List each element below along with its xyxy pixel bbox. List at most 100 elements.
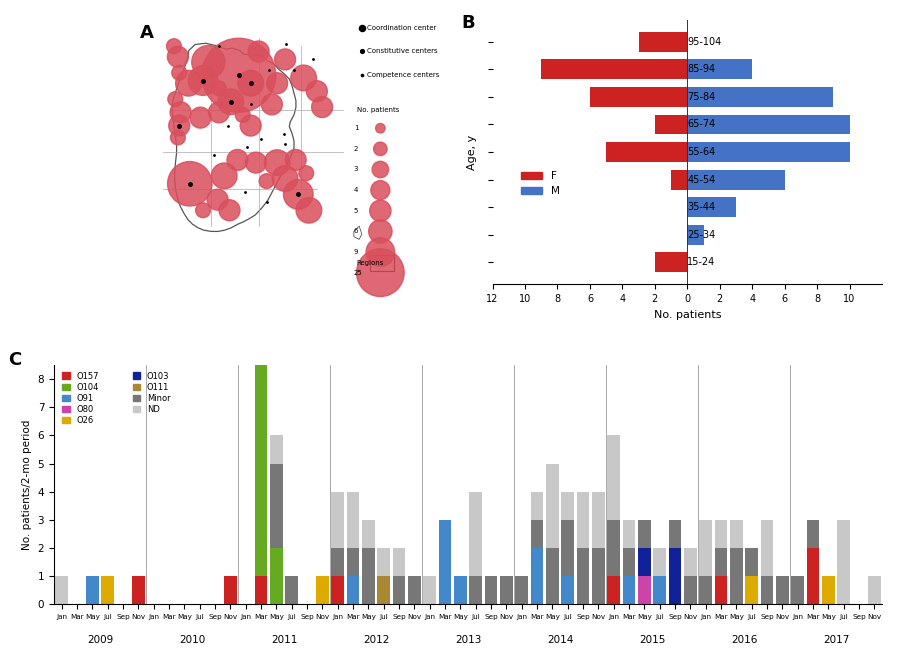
Bar [688,142,850,162]
Circle shape [246,152,266,173]
Bar [392,576,405,604]
Circle shape [285,150,306,170]
Circle shape [274,49,295,70]
Bar [623,548,635,576]
Text: 9: 9 [354,249,358,255]
Legend: O103, O111, Minor, ND: O103, O111, Minor, ND [132,372,170,414]
Bar [331,548,344,576]
Text: 45-54: 45-54 [688,175,716,185]
Circle shape [172,65,186,80]
Bar [270,548,283,604]
Bar [806,520,819,548]
Bar [362,520,374,548]
Bar [688,225,704,244]
Bar [408,576,420,604]
Circle shape [170,130,185,145]
Text: 25: 25 [354,270,363,276]
Text: 2011: 2011 [271,635,297,645]
Bar [776,576,788,604]
Circle shape [218,89,244,114]
Circle shape [259,173,274,189]
Bar [684,576,697,604]
Circle shape [272,166,298,191]
Bar [607,142,688,162]
Bar [102,576,114,604]
Circle shape [311,97,333,118]
X-axis label: No. patients: No. patients [653,309,721,319]
Bar [655,114,688,135]
Text: 55-64: 55-64 [688,147,716,157]
Bar [608,520,620,576]
Circle shape [190,107,211,128]
Bar [270,436,283,464]
Circle shape [170,102,191,123]
Circle shape [296,197,321,223]
Text: 2012: 2012 [363,635,389,645]
Bar [255,238,267,351]
Circle shape [192,45,225,79]
Circle shape [167,46,188,67]
Bar [653,576,666,604]
Bar [86,576,99,604]
Bar [715,520,727,548]
Bar [592,491,605,548]
Text: 4: 4 [354,187,358,193]
Bar [541,59,688,79]
Bar [362,548,374,604]
Bar [745,548,758,576]
Circle shape [372,161,389,178]
Bar [132,576,145,604]
Legend: F, M: F, M [518,167,563,200]
Circle shape [166,39,181,54]
Bar [270,464,283,548]
Bar [638,548,651,576]
Bar [638,520,651,548]
Bar [730,548,742,604]
Polygon shape [172,43,296,231]
Bar [688,197,736,217]
Bar [608,576,620,604]
Text: 2015: 2015 [639,635,665,645]
Bar [562,520,574,576]
Bar [285,576,298,604]
Y-axis label: Age, y: Age, y [467,135,477,170]
Circle shape [266,73,288,94]
Text: 2013: 2013 [454,635,482,645]
Circle shape [240,115,261,136]
Bar [470,576,482,604]
Bar [423,576,436,604]
Text: 65-74: 65-74 [688,120,716,129]
Bar [377,576,390,604]
Bar [745,576,758,604]
Circle shape [167,162,212,206]
Bar [592,548,605,604]
Circle shape [375,124,385,133]
Circle shape [306,81,328,102]
Bar [653,548,666,576]
Bar [346,576,359,604]
Bar [577,491,590,548]
Bar [791,576,804,604]
Bar [224,576,237,604]
Bar [655,252,688,272]
Bar [699,576,712,604]
Circle shape [227,150,248,170]
Text: 6: 6 [354,229,358,235]
Bar [377,548,390,576]
Text: 15-24: 15-24 [688,258,716,267]
Text: 2016: 2016 [731,635,757,645]
Bar [500,576,513,604]
Circle shape [202,38,275,112]
Circle shape [167,92,183,106]
Text: 2009: 2009 [87,635,113,645]
Bar [671,170,688,190]
Polygon shape [354,226,362,239]
Bar [688,59,752,79]
Bar [608,436,620,520]
Circle shape [374,142,387,156]
Text: 35-44: 35-44 [688,202,716,212]
Circle shape [366,238,394,266]
Text: 1: 1 [354,125,358,131]
Bar [392,548,405,576]
Bar [470,491,482,576]
